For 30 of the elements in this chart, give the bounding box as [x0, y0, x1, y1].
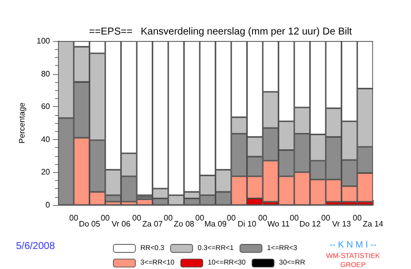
x-tick-label: Wo 11: [267, 220, 290, 228]
x-tick-label: 00: [132, 214, 142, 222]
x-tick-label: Di 10: [238, 220, 257, 228]
chart-title: ==EPS== Kansverdeling neerslag (mm per 12 uur) De Bilt: [89, 26, 352, 38]
x-tick-label: 00: [69, 214, 79, 222]
text: 5/6/2008: [16, 241, 56, 252]
x-tick-label: 00: [195, 214, 205, 222]
x-tick-label: 00: [164, 214, 174, 222]
x-tick-label: Za 07: [142, 220, 164, 228]
x-tick-label: 00: [226, 214, 236, 222]
x-tick-label: Ma 09: [204, 220, 228, 228]
x-tick-label: 00: [100, 214, 110, 222]
y-tick-label: 100: [36, 36, 51, 46]
y-tick-label: 0: [46, 200, 51, 210]
y-tick-label: 80: [41, 69, 51, 78]
y-tick-label: 20: [41, 168, 51, 177]
x-tick-label: 00: [321, 214, 331, 222]
x-tick-label: Vr 13: [332, 220, 352, 228]
y-tick-label: 40: [41, 134, 51, 144]
x-tick-label: Zo 08: [174, 220, 195, 228]
text: -- K N M I --: [330, 240, 376, 250]
x-tick-label: Vr 06: [112, 220, 131, 228]
x-tick-label: 00: [352, 214, 362, 222]
x-tick-label: Do 05: [78, 220, 101, 228]
x-tick-label: Za 14: [362, 220, 384, 228]
x-tick-label: 00: [290, 214, 300, 222]
y-axis-title: Percentage: [17, 102, 26, 144]
x-tick-label: Do 12: [299, 220, 322, 228]
x-tick-label: 00: [258, 214, 268, 222]
y-tick-label: 60: [41, 102, 51, 112]
